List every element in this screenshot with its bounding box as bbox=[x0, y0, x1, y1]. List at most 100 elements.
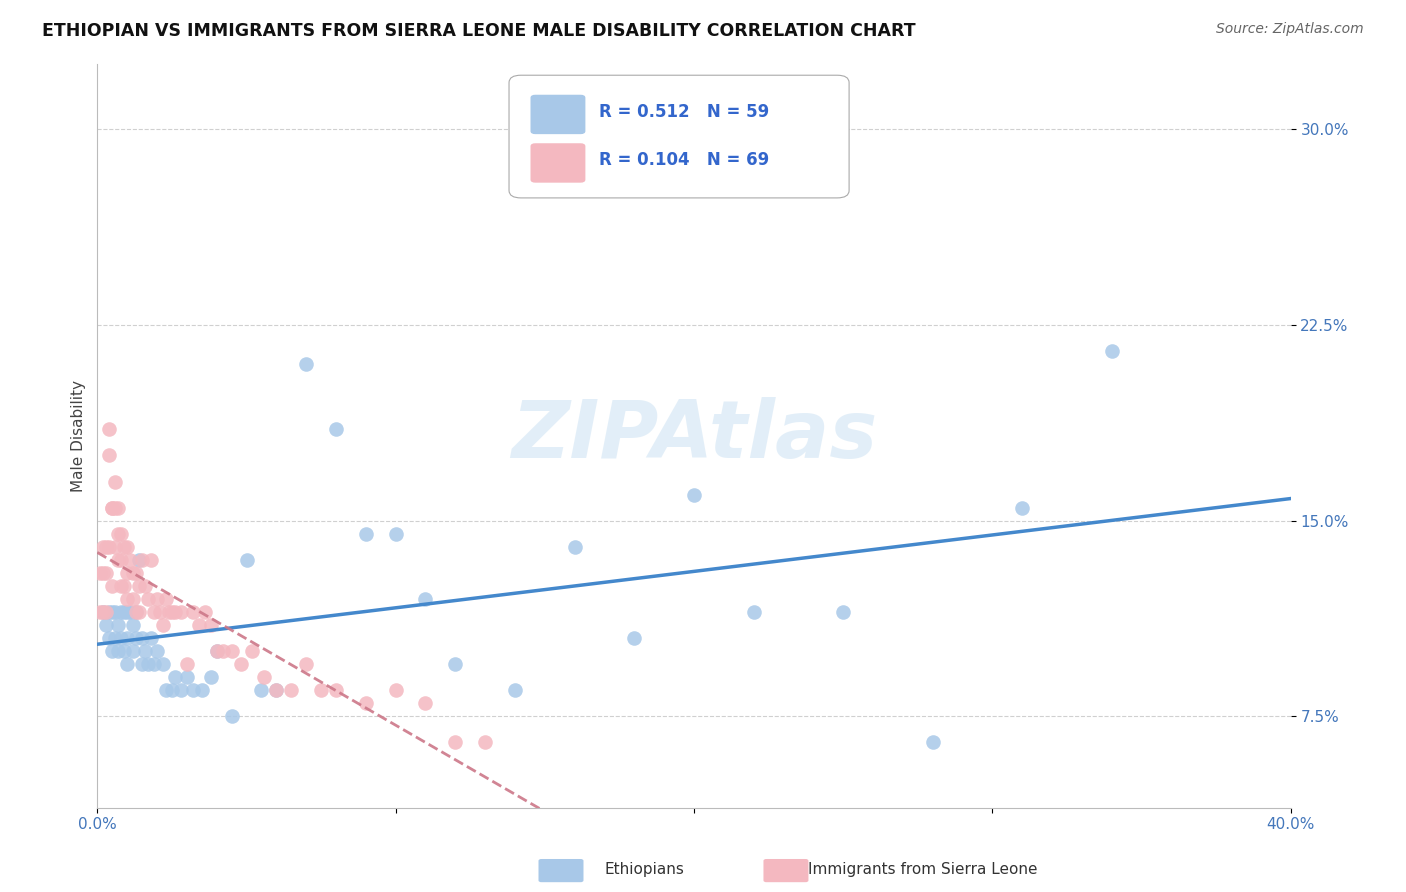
Point bbox=[444, 657, 467, 672]
Point bbox=[176, 657, 198, 672]
Point bbox=[143, 605, 166, 619]
Point bbox=[200, 670, 222, 684]
Point bbox=[280, 683, 302, 698]
Point bbox=[242, 644, 264, 658]
Point bbox=[112, 605, 135, 619]
Point bbox=[120, 605, 142, 619]
Point bbox=[266, 683, 288, 698]
Point bbox=[112, 644, 135, 658]
Point bbox=[295, 657, 318, 672]
Text: ZIPAtlas: ZIPAtlas bbox=[510, 397, 877, 475]
Point bbox=[104, 475, 127, 489]
Point bbox=[832, 605, 855, 619]
Point bbox=[683, 487, 706, 501]
Point bbox=[155, 683, 177, 698]
Point bbox=[110, 526, 132, 541]
Point bbox=[107, 644, 129, 658]
Y-axis label: Male Disability: Male Disability bbox=[72, 380, 86, 491]
Point bbox=[181, 683, 204, 698]
Point bbox=[115, 591, 138, 606]
Point bbox=[134, 579, 156, 593]
Point bbox=[181, 605, 204, 619]
Point bbox=[742, 605, 765, 619]
Point bbox=[623, 631, 645, 645]
Point bbox=[1011, 500, 1033, 515]
Point bbox=[125, 631, 148, 645]
Point bbox=[128, 553, 150, 567]
Point bbox=[115, 566, 138, 580]
Point bbox=[128, 579, 150, 593]
Point bbox=[229, 657, 252, 672]
Point bbox=[96, 566, 118, 580]
Point bbox=[146, 644, 169, 658]
Point bbox=[131, 657, 153, 672]
Point bbox=[107, 500, 129, 515]
Point bbox=[125, 566, 148, 580]
Point bbox=[104, 605, 127, 619]
Point bbox=[415, 696, 437, 710]
Point bbox=[122, 566, 145, 580]
FancyBboxPatch shape bbox=[530, 95, 585, 134]
Point bbox=[253, 670, 276, 684]
Point bbox=[149, 605, 172, 619]
Point bbox=[170, 605, 193, 619]
Point bbox=[176, 670, 198, 684]
Point bbox=[295, 357, 318, 371]
Point bbox=[325, 422, 347, 436]
Point bbox=[122, 644, 145, 658]
Point bbox=[503, 683, 526, 698]
Point bbox=[110, 579, 132, 593]
Text: Ethiopians: Ethiopians bbox=[605, 863, 685, 877]
Point bbox=[190, 683, 212, 698]
Point bbox=[115, 540, 138, 554]
Point bbox=[89, 605, 111, 619]
Point bbox=[235, 553, 257, 567]
Point bbox=[266, 683, 288, 698]
Point bbox=[146, 591, 169, 606]
Text: Immigrants from Sierra Leone: Immigrants from Sierra Leone bbox=[808, 863, 1038, 877]
Point bbox=[221, 709, 243, 723]
Point bbox=[250, 683, 273, 698]
Point bbox=[474, 735, 496, 749]
Point bbox=[107, 526, 129, 541]
Point bbox=[104, 500, 127, 515]
Point bbox=[415, 591, 437, 606]
Point bbox=[125, 605, 148, 619]
Point bbox=[91, 605, 114, 619]
Point bbox=[101, 605, 124, 619]
Point bbox=[101, 579, 124, 593]
Point bbox=[101, 500, 124, 515]
Point bbox=[139, 553, 162, 567]
Point bbox=[131, 631, 153, 645]
Point bbox=[122, 618, 145, 632]
Point bbox=[444, 735, 467, 749]
Point bbox=[309, 683, 332, 698]
Point bbox=[91, 566, 114, 580]
Point bbox=[101, 500, 124, 515]
Point bbox=[131, 553, 153, 567]
Point bbox=[136, 657, 159, 672]
Point bbox=[104, 631, 127, 645]
Point bbox=[98, 449, 121, 463]
Point bbox=[200, 618, 222, 632]
Point bbox=[354, 696, 377, 710]
Point bbox=[101, 644, 124, 658]
Text: R = 0.512   N = 59: R = 0.512 N = 59 bbox=[599, 103, 769, 120]
Point bbox=[89, 566, 111, 580]
Point bbox=[384, 526, 406, 541]
Point bbox=[115, 631, 138, 645]
Point bbox=[122, 591, 145, 606]
Point bbox=[384, 683, 406, 698]
Point bbox=[98, 422, 121, 436]
Point bbox=[125, 605, 148, 619]
Point bbox=[160, 683, 183, 698]
Point bbox=[143, 657, 166, 672]
Point bbox=[98, 605, 121, 619]
Point bbox=[110, 605, 132, 619]
Point bbox=[139, 631, 162, 645]
Text: ETHIOPIAN VS IMMIGRANTS FROM SIERRA LEONE MALE DISABILITY CORRELATION CHART: ETHIOPIAN VS IMMIGRANTS FROM SIERRA LEON… bbox=[42, 22, 915, 40]
Point bbox=[155, 591, 177, 606]
Point bbox=[170, 683, 193, 698]
Point bbox=[115, 605, 138, 619]
Point bbox=[98, 631, 121, 645]
